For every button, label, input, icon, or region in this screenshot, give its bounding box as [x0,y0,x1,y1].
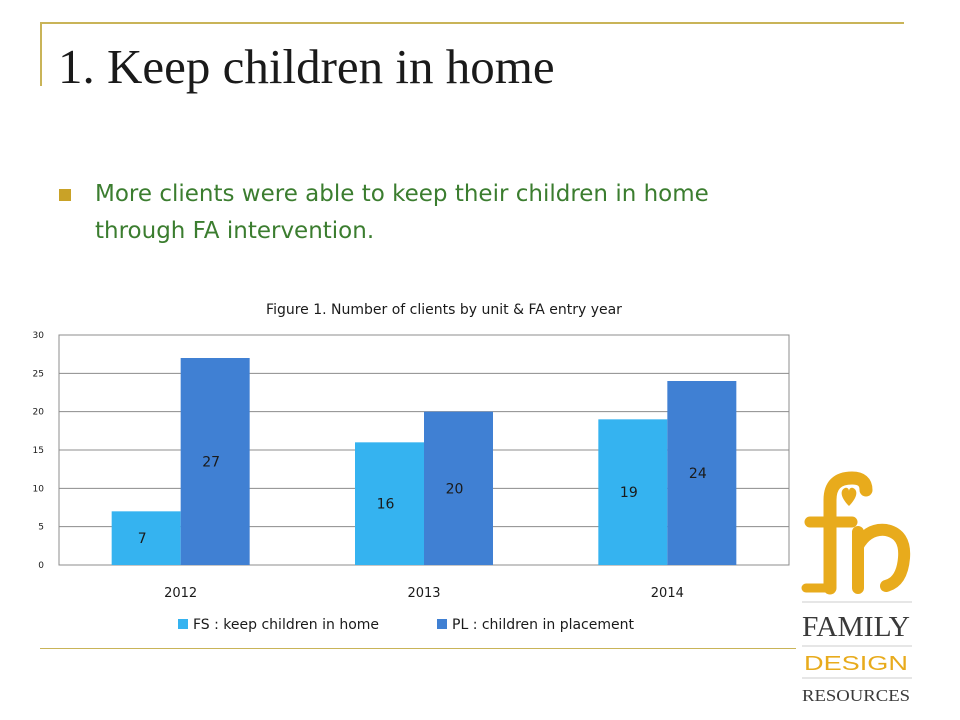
legend-swatch [437,619,447,629]
slide-frame-left [40,22,42,86]
bullet-text: More clients were able to keep their chi… [95,181,709,244]
fr-monogram-icon [801,471,911,595]
bullet-marker [59,189,71,201]
legend-label: FS : keep children in home [193,617,379,633]
bar [667,381,737,565]
bar [180,358,250,565]
x-tick-label: 2014 [651,586,684,601]
bar [355,442,424,565]
family-design-resources-logo: FAMILY DESIGN RESOURCES [801,471,912,705]
bar [598,419,668,565]
y-tick-label: 10 [33,484,45,494]
slide-frame-top [40,22,904,24]
legend-label: PL : children in placement [452,617,634,633]
data-label: 7 [138,531,147,547]
data-label: 16 [377,497,395,513]
legend-swatch [178,619,188,629]
slide-frame-bottom [40,648,796,649]
x-tick-label: 2013 [407,586,440,601]
data-label: 20 [446,481,464,497]
y-tick-label: 25 [33,369,44,379]
x-tick-label: 2012 [164,586,197,601]
logo-resources-text: RESOURCES [802,686,910,705]
y-tick-label: 5 [38,523,44,533]
bar [424,411,493,565]
data-label: 24 [689,466,707,482]
heart-icon [841,487,857,506]
logo-design-text: DESIGN [804,653,908,675]
chart-title: Figure 1. Number of clients by unit & FA… [266,302,622,318]
data-label: 27 [202,455,220,471]
y-tick-label: 15 [33,446,44,456]
logo-family-text: FAMILY [802,611,910,643]
slide-title: 1. Keep children in home [58,39,555,94]
y-tick-label: 0 [38,561,44,571]
bar [111,511,181,565]
y-tick-label: 30 [33,331,45,341]
y-tick-label: 20 [33,408,45,418]
data-label: 19 [620,485,638,501]
